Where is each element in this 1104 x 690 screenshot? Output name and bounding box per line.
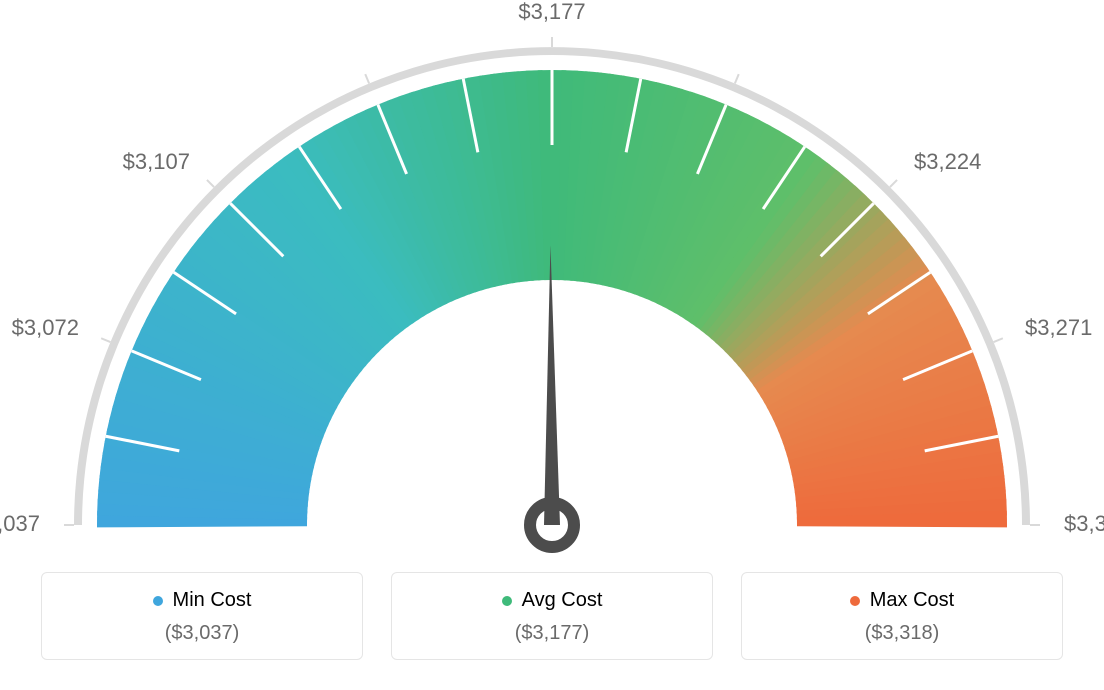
legend-title-avg: Avg Cost xyxy=(502,589,603,612)
gauge-outer-tick xyxy=(994,338,1003,342)
legend-title-max: Max Cost xyxy=(850,589,954,612)
gauge-svg xyxy=(0,0,1104,560)
gauge-tick-label: $3,037 xyxy=(0,511,40,537)
legend-title-min: Min Cost xyxy=(153,589,252,612)
legend-value-max: ($3,318) xyxy=(752,622,1052,645)
gauge-outer-tick xyxy=(735,74,739,83)
legend-card-avg: Avg Cost ($3,177) xyxy=(391,572,713,660)
gauge-tick-label: $3,177 xyxy=(517,0,587,25)
gauge-area: $3,037 $3,072 $3,107 $3,177 $3,224 $3,271 $3,3… xyxy=(0,0,1104,560)
legend-value-avg: ($3,177) xyxy=(402,622,702,645)
legend-value-min: ($3,037) xyxy=(52,622,352,645)
gauge-outer-tick xyxy=(365,74,369,83)
legend-dot-min xyxy=(153,596,163,606)
legend-label-max: Max Cost xyxy=(870,589,954,612)
gauge-outer-tick xyxy=(207,180,214,187)
legend-label-min: Min Cost xyxy=(173,589,252,612)
gauge-tick-label: $3,318 xyxy=(1064,511,1104,537)
legend-row: Min Cost ($3,037) Avg Cost ($3,177) Max … xyxy=(0,572,1104,660)
gauge-outer-tick xyxy=(101,338,110,342)
chart-container: $3,037 $3,072 $3,107 $3,177 $3,224 $3,271 $3,3… xyxy=(0,0,1104,690)
gauge-outer-tick xyxy=(890,180,897,187)
legend-card-max: Max Cost ($3,318) xyxy=(741,572,1063,660)
legend-card-min: Min Cost ($3,037) xyxy=(41,572,363,660)
gauge-tick-label: $3,107 xyxy=(120,149,190,175)
legend-dot-max xyxy=(850,596,860,606)
gauge-tick-label: $3,072 xyxy=(9,315,79,341)
gauge-needle xyxy=(544,245,560,525)
legend-dot-avg xyxy=(502,596,512,606)
legend-label-avg: Avg Cost xyxy=(522,589,603,612)
gauge-tick-label: $3,271 xyxy=(1025,315,1092,341)
gauge-tick-label: $3,224 xyxy=(914,149,981,175)
